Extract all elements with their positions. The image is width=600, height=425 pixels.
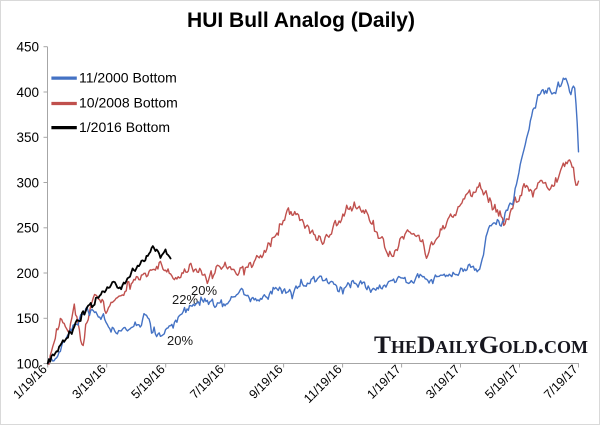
- svg-text:1/2016 Bottom: 1/2016 Bottom: [79, 119, 170, 135]
- svg-text:11/19/16: 11/19/16: [301, 362, 345, 406]
- svg-text:3/19/16: 3/19/16: [69, 362, 108, 401]
- svg-text:150: 150: [16, 311, 39, 326]
- svg-text:200: 200: [16, 266, 39, 281]
- svg-text:9/19/16: 9/19/16: [246, 362, 285, 401]
- svg-text:7/19/16: 7/19/16: [187, 362, 226, 401]
- svg-text:400: 400: [16, 85, 39, 100]
- svg-text:20%: 20%: [167, 333, 193, 348]
- svg-text:300: 300: [16, 175, 39, 190]
- svg-text:3/19/17: 3/19/17: [423, 362, 462, 401]
- svg-text:5/19/17: 5/19/17: [482, 362, 521, 401]
- svg-text:450: 450: [16, 40, 39, 55]
- svg-text:5/19/16: 5/19/16: [128, 362, 167, 401]
- svg-text:11/2000 Bottom: 11/2000 Bottom: [79, 69, 177, 85]
- svg-text:1/19/17: 1/19/17: [364, 362, 403, 401]
- svg-text:250: 250: [16, 221, 39, 236]
- svg-text:350: 350: [16, 130, 39, 145]
- svg-text:10/2008 Bottom: 10/2008 Bottom: [79, 95, 178, 111]
- svg-text:7/19/17: 7/19/17: [541, 362, 580, 401]
